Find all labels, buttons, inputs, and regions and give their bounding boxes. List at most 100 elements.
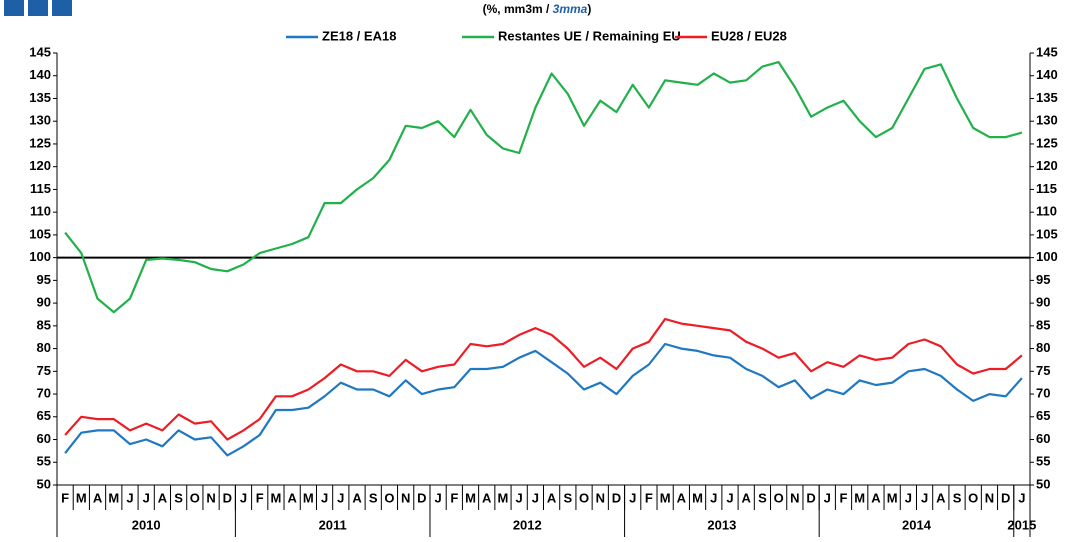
x-tick-label: J [434, 490, 441, 505]
x-tick-label: A [352, 490, 362, 505]
y-tick-label: 140 [29, 67, 51, 82]
y-tick-label: 60 [37, 431, 51, 446]
x-tick-label: J [921, 490, 928, 505]
y2-tick-label: 85 [1036, 317, 1050, 332]
x-tick-label: S [174, 490, 183, 505]
x-tick-label: F [840, 490, 848, 505]
logo-square [4, 0, 24, 16]
x-tick-label: A [871, 490, 881, 505]
x-tick-label: S [953, 490, 962, 505]
x-tick-label: D [417, 490, 426, 505]
x-tick-label: O [384, 490, 394, 505]
x-tick-label: J [710, 490, 717, 505]
x-tick-label: F [256, 490, 264, 505]
x-tick-label: M [498, 490, 509, 505]
x-tick-label: O [190, 490, 200, 505]
subtitle-part: ) [587, 2, 591, 16]
x-tick-label: J [321, 490, 328, 505]
y2-tick-label: 70 [1036, 385, 1050, 400]
x-tick-label: J [337, 490, 344, 505]
y2-tick-label: 120 [1036, 158, 1058, 173]
year-label: 2015 [1007, 517, 1036, 532]
legend-label: ZE18 / EA18 [322, 28, 396, 43]
x-tick-label: S [369, 490, 378, 505]
x-tick-label: D [806, 490, 815, 505]
y-tick-label: 90 [37, 295, 51, 310]
x-tick-label: D [1001, 490, 1010, 505]
x-tick-label: J [1018, 490, 1025, 505]
y-tick-label: 130 [29, 113, 51, 128]
x-tick-label: M [303, 490, 314, 505]
x-tick-label: O [774, 490, 784, 505]
x-tick-label: F [61, 490, 69, 505]
y2-tick-label: 75 [1036, 363, 1050, 378]
x-tick-label: M [465, 490, 476, 505]
year-label: 2010 [132, 517, 161, 532]
y-tick-label: 100 [29, 249, 51, 264]
x-tick-label: J [126, 490, 133, 505]
legend-label: Restantes UE / Remaining EU [498, 28, 681, 43]
series-line [64, 342, 1023, 457]
x-tick-label: A [287, 490, 297, 505]
y2-tick-label: 135 [1036, 90, 1058, 105]
x-tick-label: N [985, 490, 994, 505]
x-tick-label: O [579, 490, 589, 505]
y-tick-label: 85 [37, 317, 51, 332]
y-tick-label: 80 [37, 340, 51, 355]
series-line [64, 61, 1023, 314]
legend-label: EU28 / EU28 [711, 28, 787, 43]
y2-tick-label: 90 [1036, 295, 1050, 310]
y-tick-label: 120 [29, 158, 51, 173]
x-tick-label: S [758, 490, 767, 505]
y2-tick-label: 130 [1036, 113, 1058, 128]
x-tick-label: M [854, 490, 865, 505]
subtitle: (%, mm3m / 3mma) [483, 2, 592, 16]
y2-tick-label: 65 [1036, 408, 1050, 423]
y2-tick-label: 145 [1036, 44, 1058, 59]
year-label: 2011 [319, 517, 347, 532]
x-tick-label: A [936, 490, 946, 505]
y2-tick-label: 80 [1036, 340, 1050, 355]
y2-tick-label: 105 [1036, 226, 1058, 241]
x-tick-label: J [532, 490, 539, 505]
x-tick-label: A [158, 490, 168, 505]
x-tick-label: A [547, 490, 557, 505]
x-tick-label: M [108, 490, 119, 505]
x-tick-label: N [401, 490, 410, 505]
y-tick-label: 110 [30, 204, 51, 219]
y-tick-label: 55 [37, 454, 51, 469]
y-tick-label: 105 [29, 226, 51, 241]
y-tick-label: 75 [37, 363, 51, 378]
x-tick-label: N [596, 490, 605, 505]
year-label: 2014 [902, 517, 932, 532]
x-tick-label: J [905, 490, 912, 505]
x-tick-label: J [824, 490, 831, 505]
x-tick-label: A [93, 490, 103, 505]
logo-square [28, 0, 48, 16]
x-tick-label: J [726, 490, 733, 505]
y2-tick-label: 55 [1036, 454, 1050, 469]
series-line [64, 317, 1023, 441]
y2-tick-label: 110 [1036, 204, 1057, 219]
x-tick-label: A [677, 490, 687, 505]
x-tick-label: J [629, 490, 636, 505]
x-tick-label: J [240, 490, 247, 505]
y2-tick-label: 95 [1036, 272, 1050, 287]
x-tick-label: O [968, 490, 978, 505]
year-label: 2012 [513, 517, 542, 532]
y2-tick-label: 115 [1036, 181, 1057, 196]
subtitle-part: (%, mm3m / [483, 2, 553, 16]
x-tick-label: F [450, 490, 458, 505]
x-tick-label: J [516, 490, 523, 505]
y2-tick-label: 125 [1036, 135, 1058, 150]
x-tick-label: M [76, 490, 87, 505]
x-tick-label: J [143, 490, 150, 505]
x-tick-label: N [206, 490, 215, 505]
x-tick-label: M [271, 490, 282, 505]
x-tick-label: N [790, 490, 799, 505]
x-tick-label: F [645, 490, 653, 505]
x-tick-label: S [563, 490, 572, 505]
subtitle-part: 3mma [553, 2, 588, 16]
